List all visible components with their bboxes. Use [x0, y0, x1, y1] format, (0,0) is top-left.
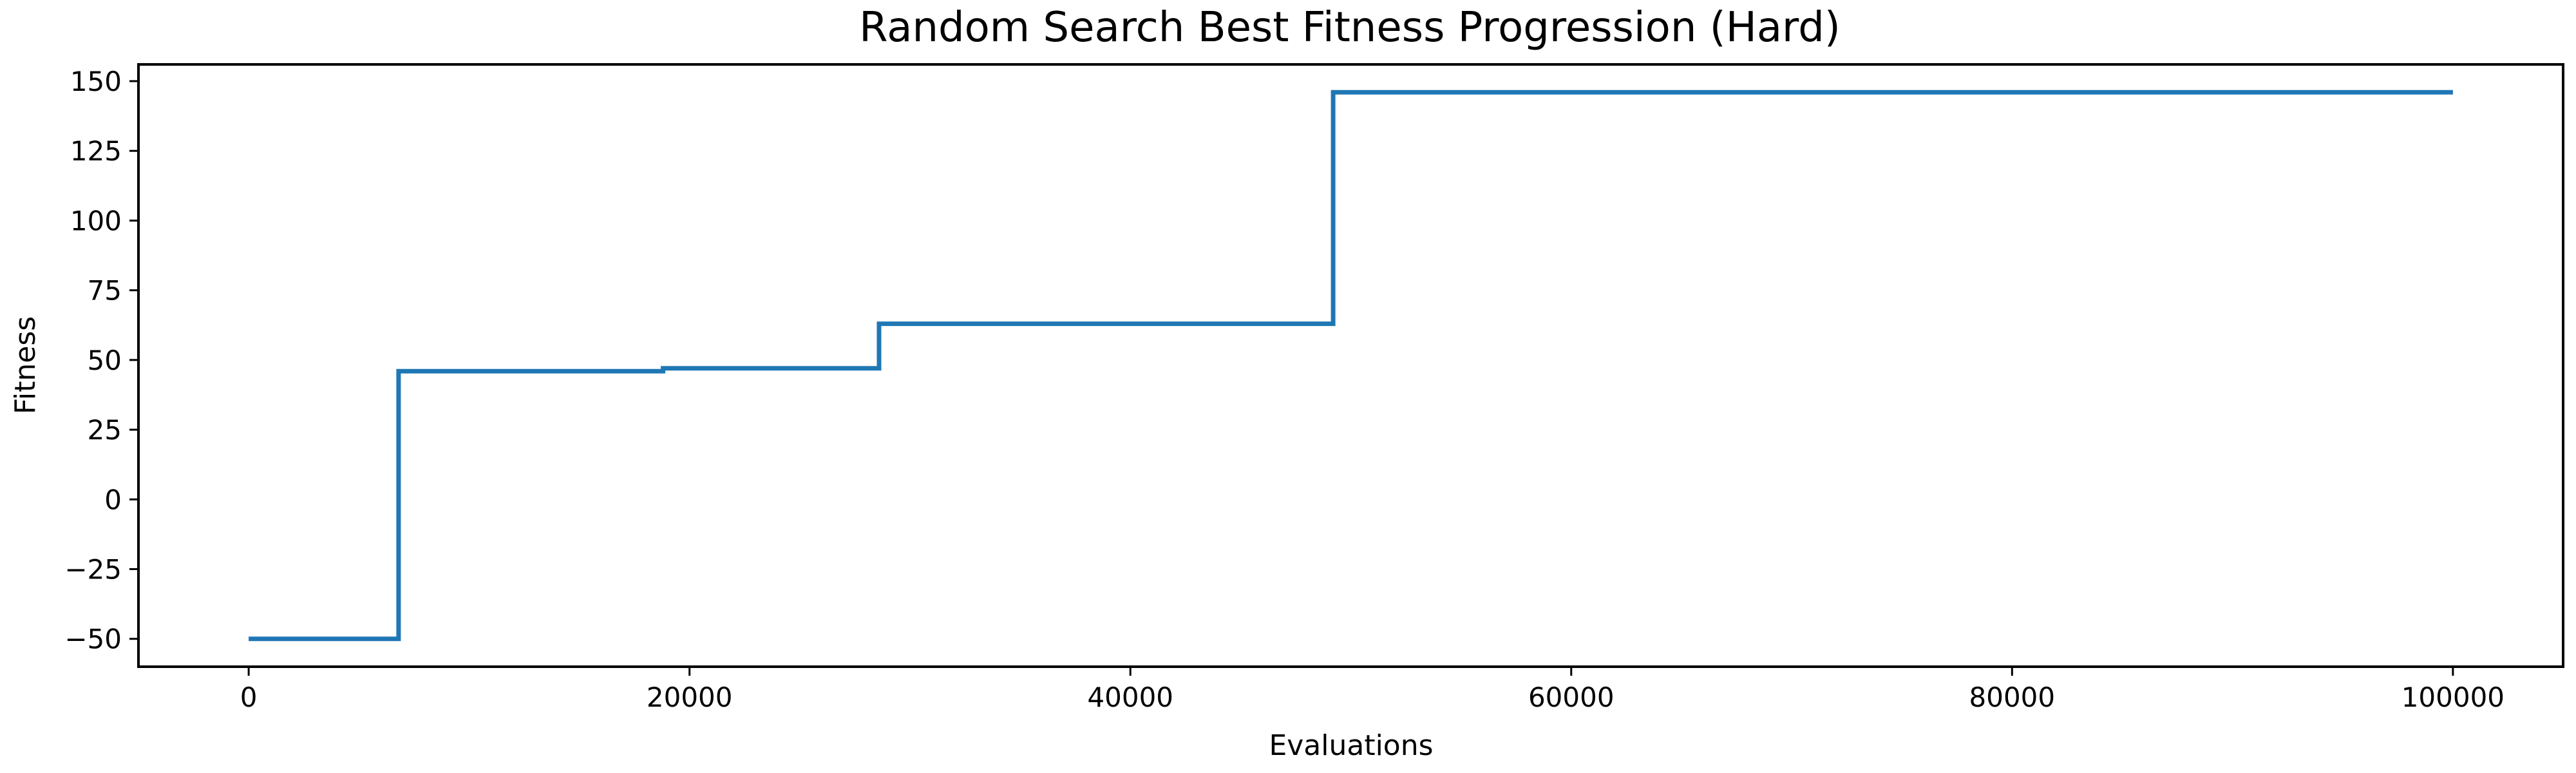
y-tick-label: 125 [70, 135, 122, 167]
x-axis-label: Evaluations [1269, 729, 1433, 762]
y-tick-label: 150 [70, 66, 122, 97]
y-tick-label: 75 [88, 275, 122, 307]
x-tick-label: 80000 [1969, 682, 2056, 713]
x-tick-label: 60000 [1528, 682, 1615, 713]
y-tick-label: −50 [64, 624, 122, 655]
x-tick-label: 100000 [2401, 682, 2505, 713]
x-tick-label: 0 [240, 682, 258, 713]
axes-frame [137, 63, 2564, 668]
y-tick-label: 25 [88, 414, 122, 446]
plot-area [249, 90, 2453, 642]
series-line-0 [249, 90, 2453, 642]
x-tick-label: 20000 [647, 682, 733, 713]
y-tick-label: 100 [70, 205, 122, 236]
y-axis: −50 −25 0 25 50 75 100 125 150 [64, 66, 138, 655]
y-tick-label: 0 [104, 484, 122, 515]
y-tick-label: −25 [64, 553, 122, 585]
x-tick-label: 40000 [1087, 682, 1173, 713]
y-axis-label: Fitness [9, 316, 42, 414]
y-tick-label: 50 [88, 345, 122, 376]
chart-title: Random Search Best Fitness Progression (… [859, 4, 1841, 52]
x-axis: 0 20000 40000 60000 80000 100000 [240, 667, 2505, 713]
